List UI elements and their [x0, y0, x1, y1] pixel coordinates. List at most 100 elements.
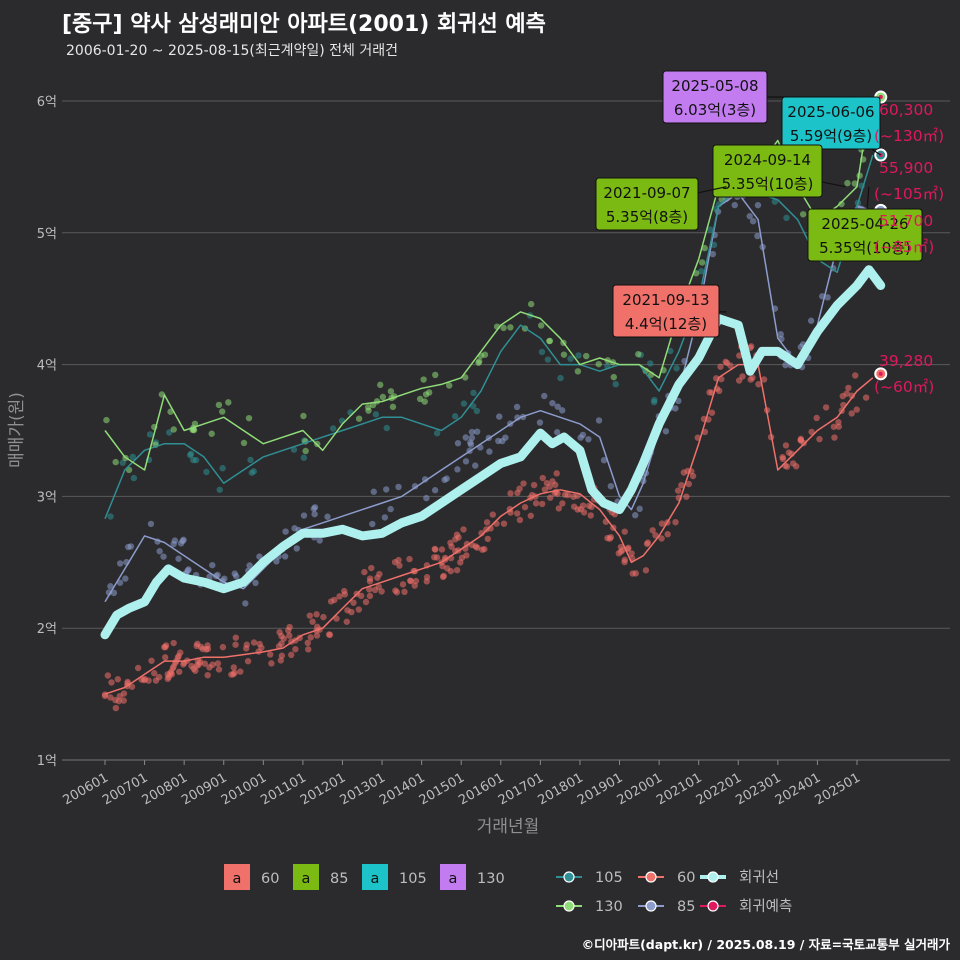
legend-line-marker [645, 900, 657, 912]
transaction-point [201, 660, 209, 667]
transaction-point [204, 671, 211, 679]
transaction-point [225, 399, 232, 406]
transaction-point [625, 544, 632, 552]
source-caption: ©디아파트(dapt.kr) / 2025.08.19 / 자료=국토교통부 실… [581, 937, 950, 952]
transaction-point [116, 560, 124, 567]
legend-line-label: 회귀선 [739, 869, 779, 886]
transaction-point [731, 201, 738, 209]
transaction-point [252, 579, 259, 587]
transaction-point [678, 481, 685, 489]
transaction-point [559, 407, 566, 414]
transaction-point [553, 470, 560, 477]
transaction-point [658, 520, 666, 527]
transaction-point [486, 448, 493, 455]
forecast-point [878, 371, 883, 376]
transaction-point [243, 641, 250, 648]
transaction-point [230, 671, 237, 678]
transaction-point [496, 413, 503, 420]
transaction-point [391, 558, 399, 566]
transaction-point [374, 574, 381, 581]
transaction-point [387, 505, 394, 513]
annotation-date: 2024-09-14 [724, 151, 811, 169]
transaction-point [375, 583, 382, 590]
transaction-point [527, 512, 534, 519]
transaction-point [807, 317, 815, 324]
transaction-point [607, 482, 615, 490]
transaction-point [672, 405, 679, 412]
transaction-point [530, 481, 538, 489]
transaction-point [710, 241, 718, 249]
legend-line-marker [707, 900, 719, 912]
y-tick-label: 4억 [37, 359, 57, 374]
transaction-point [311, 510, 318, 518]
transaction-point [755, 381, 762, 388]
transaction-point [156, 548, 163, 555]
transaction-point [128, 683, 136, 690]
transaction-point [460, 400, 468, 407]
transaction-point [146, 431, 154, 438]
transaction-point [824, 294, 831, 301]
legend-line-label: 60 [677, 870, 695, 886]
transaction-point [267, 651, 274, 658]
transaction-point [290, 446, 298, 453]
transaction-point [247, 456, 254, 464]
transaction-point [513, 403, 521, 411]
transaction-point [527, 300, 535, 308]
transaction-point [579, 502, 587, 509]
transaction-point [587, 512, 594, 519]
transaction-point [103, 416, 110, 424]
transaction-point [667, 347, 674, 355]
transaction-point [560, 351, 568, 358]
legend-fill-swatch [362, 864, 388, 890]
y-axis-title: 매매가(원) [7, 392, 27, 468]
transaction-point [431, 487, 439, 494]
transaction-point [219, 408, 226, 415]
regression-line [100, 265, 886, 640]
transaction-point [215, 401, 223, 409]
transaction-point [458, 554, 466, 561]
x-axis-ticks: 2006012007012008012009012010012011012012… [61, 759, 950, 808]
transaction-point [793, 463, 800, 470]
transaction-point [316, 537, 323, 544]
transaction-point [532, 500, 540, 507]
transaction-point [595, 417, 603, 424]
annotation-value: 4.4억(12층) [625, 315, 707, 333]
transaction-point [119, 459, 127, 466]
transaction-point [754, 232, 761, 240]
transaction-point [483, 519, 491, 526]
transaction-point [862, 394, 870, 401]
transaction-point [368, 564, 375, 572]
transaction-point [407, 577, 414, 585]
y-axis-ticks: 1억 2억 3억 4억 5억 6억 [37, 95, 57, 769]
transaction-point [134, 664, 142, 672]
transaction-point [813, 414, 820, 422]
transaction-point [237, 668, 244, 675]
legend-fill-key: a [371, 871, 380, 887]
transaction-point [777, 331, 784, 338]
transaction-point [516, 485, 523, 492]
annotation-date: 2025-06-06 [787, 103, 874, 121]
transaction-point [701, 244, 708, 252]
transaction-point [291, 525, 298, 532]
legend-line-marker [563, 871, 575, 883]
forecast-price-label: 60,300 [879, 101, 933, 119]
transaction-point [546, 483, 553, 490]
transaction-point [258, 644, 265, 651]
transaction-point [521, 503, 529, 511]
transaction-point [209, 561, 216, 569]
transaction-point [412, 577, 420, 585]
transaction-point [188, 662, 195, 670]
transaction-point [467, 441, 475, 448]
transaction-point [585, 436, 592, 443]
forecast-labels: 60,300 (~130㎡) 55,900 (~105㎡) 51,700 (~85㎡) 39… [874, 101, 944, 396]
transaction-point [379, 393, 387, 401]
transaction-point [507, 324, 514, 331]
transaction-point [658, 535, 665, 542]
transaction-point [749, 218, 757, 225]
transaction-point [500, 520, 508, 527]
transaction-point [785, 449, 793, 456]
transaction-point [652, 532, 659, 539]
scatter-points [101, 117, 870, 712]
transaction-point [475, 359, 482, 366]
transaction-point [206, 573, 213, 581]
